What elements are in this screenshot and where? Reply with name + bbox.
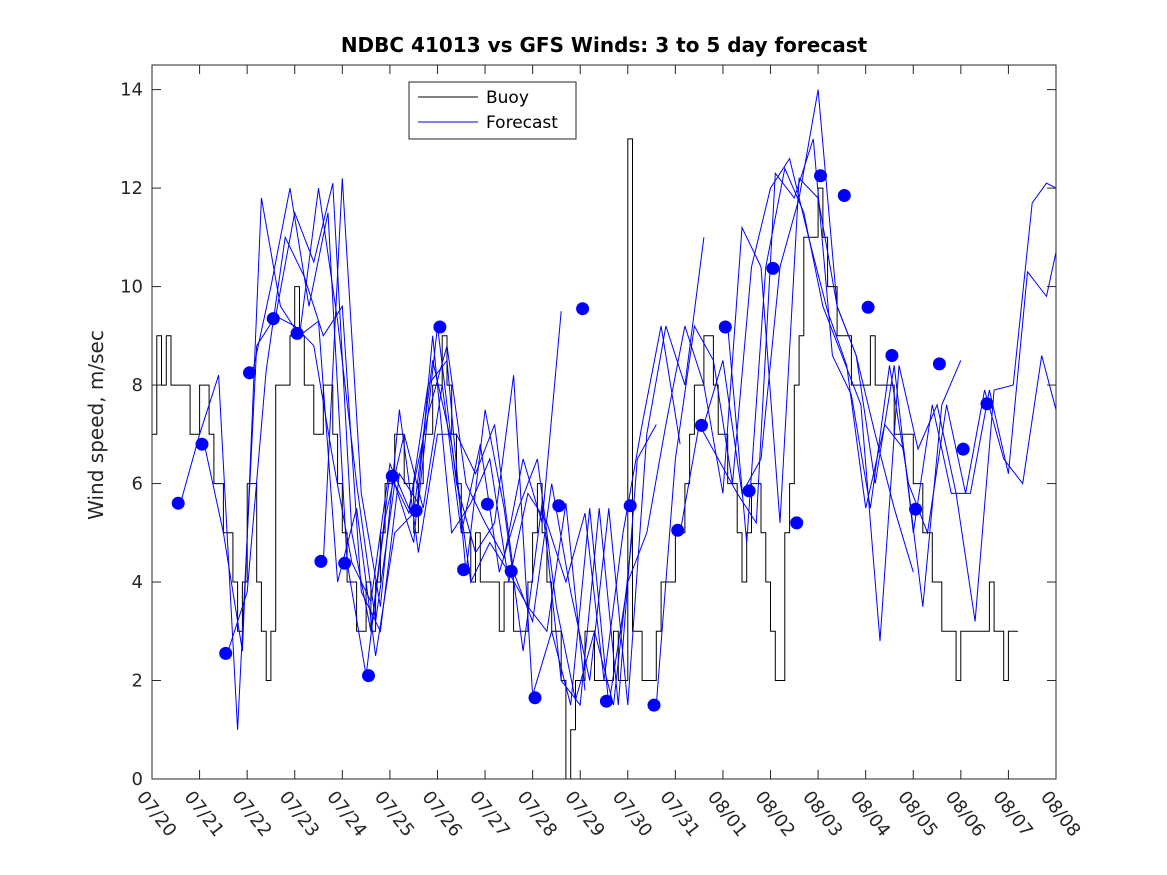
legend-buoy-label: Buoy — [486, 88, 529, 108]
forecast-marker — [956, 442, 970, 456]
forecast-marker — [528, 691, 542, 705]
y-tick-label: 2 — [132, 671, 143, 692]
forecast-run-line-4 — [251, 188, 633, 706]
forecast-run-line-11 — [703, 89, 1057, 533]
forecast-run-line-8 — [608, 177, 914, 706]
forecast-marker — [314, 554, 328, 568]
forecast-marker — [909, 502, 923, 516]
y-tick-label: 6 — [132, 474, 143, 495]
forecast-marker — [409, 504, 423, 518]
forecast-marker — [457, 563, 471, 577]
plot-frame — [151, 64, 1057, 780]
forecast-run-line-2 — [203, 197, 586, 691]
y-tick-label: 4 — [132, 572, 143, 593]
forecast-marker — [790, 516, 804, 530]
plot-area — [152, 89, 1057, 780]
legend-box — [408, 81, 577, 140]
y-tick-label: 14 — [120, 80, 143, 101]
forecast-marker — [480, 497, 494, 511]
forecast-marker — [742, 484, 756, 498]
forecast-run-line-3 — [227, 235, 610, 706]
forecast-marker — [861, 300, 875, 314]
forecast-marker — [814, 169, 827, 183]
forecast-marker — [599, 694, 613, 708]
forecast-run-line-6 — [299, 188, 681, 681]
forecast-marker — [980, 397, 994, 411]
forecast-marker — [885, 349, 899, 362]
forecast-marker — [623, 499, 637, 513]
forecast-marker — [552, 499, 566, 513]
legend: Buoy Forecast — [408, 81, 577, 140]
forecast-marker — [243, 366, 256, 380]
forecast-marker — [647, 698, 661, 712]
forecast-marker — [766, 261, 780, 275]
chart-title: NDBC 41013 vs GFS Winds: 3 to 5 day fore… — [341, 33, 868, 57]
y-tick-label: 0 — [132, 769, 143, 790]
forecast-marker — [932, 357, 946, 371]
forecast-marker — [385, 469, 399, 483]
y-tick-label: 8 — [132, 375, 143, 396]
legend-forecast-label: Forecast — [486, 113, 558, 133]
forecast-marker — [718, 320, 732, 334]
forecast-marker — [219, 646, 233, 660]
forecast-marker — [338, 556, 352, 570]
forecast-marker — [576, 302, 590, 316]
forecast-marker — [362, 669, 375, 683]
forecast-run-line-12 — [727, 166, 1057, 642]
forecast-marker — [290, 326, 304, 340]
y-axis-label: Wind speed, m/sec — [84, 330, 108, 520]
forecast-marker — [195, 437, 209, 451]
forecast-marker — [171, 496, 185, 510]
forecast-marker — [837, 189, 851, 202]
forecast-marker — [671, 523, 685, 537]
forecast-marker — [504, 564, 518, 578]
y-tick-label: 10 — [120, 277, 143, 298]
forecast-marker — [266, 312, 280, 326]
forecast-marker — [433, 320, 447, 334]
y-tick-label: 12 — [120, 178, 143, 199]
forecast-marker — [695, 418, 708, 432]
